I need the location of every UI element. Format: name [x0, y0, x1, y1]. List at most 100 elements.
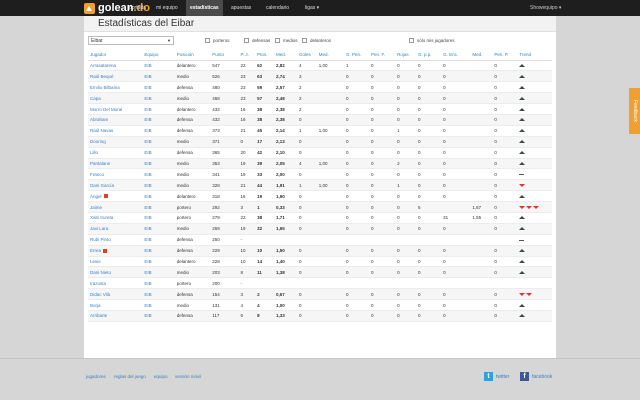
nav-portada[interactable]: portada [129, 5, 146, 11]
team-code[interactable]: EIB [142, 288, 175, 301]
player-name[interactable]: Borja [88, 299, 143, 311]
team-code[interactable]: EIB [142, 103, 175, 115]
table-row[interactable]: Irazusta EIB portero 200 - [88, 277, 552, 290]
team-code[interactable]: EIB [142, 190, 175, 203]
column-header[interactable]: Med. [470, 50, 493, 61]
player-name[interactable]: Emilio Bilbaína [88, 81, 143, 94]
player-name[interactable]: Lexie [88, 256, 143, 268]
table-row[interactable]: Lexie EIB delantero 228 10 14 1,40 0 0 0 0 0 0 0 [88, 256, 552, 268]
table-row[interactable]: Raúl Navas EIB defensa 373 21 45 2,14 1 1,00 0 0 1 0… [88, 125, 552, 137]
table-row[interactable]: Xabi Irureta EIB portero 279 22 38 1,71 0 0 0 0 0 31… [88, 212, 552, 224]
team-code[interactable]: EIB [142, 256, 175, 268]
team-code[interactable]: EIB [142, 234, 175, 246]
team-code[interactable]: EIB [142, 92, 175, 105]
player-name[interactable]: Raúl Bequé [88, 70, 143, 83]
table-row[interactable]: Dooring EIB medio 371 0 17 2,13 0 0 0 0 0 0 0 [88, 136, 552, 148]
column-header[interactable]: G. Pen. [343, 50, 370, 61]
column-header[interactable]: Trend [517, 50, 552, 61]
team-code[interactable]: EIB [142, 147, 175, 159]
table-row[interactable]: Dani Nieto EIB medio 203 8 11 1,38 0 0 0 0 0 0 0 [88, 266, 552, 279]
player-name[interactable]: Franco [88, 168, 143, 181]
logo[interactable]: golean.do [84, 2, 150, 14]
column-header[interactable]: Pen. F. [369, 50, 396, 61]
team-select[interactable]: Eibar ▼ [88, 36, 174, 45]
team-code[interactable]: EIB [142, 245, 175, 257]
filter-medios[interactable]: medios [275, 37, 298, 44]
nav-apuestas[interactable]: apuestas [231, 5, 252, 11]
table-row[interactable]: Lillo EIB defensa 365 20 42 2,10 0 0 0 0 0 0 0 [88, 147, 552, 159]
player-name[interactable]: Abraham [88, 114, 143, 126]
checkbox[interactable] [205, 38, 210, 43]
team-code[interactable]: EIB [142, 60, 175, 72]
column-header[interactable]: Pen. P. [492, 50, 518, 61]
team-code[interactable]: EIB [142, 168, 175, 181]
table-row[interactable]: Franco EIB medio 341 19 33 2,00 0 0 0 0 0 0 0 [88, 168, 552, 181]
player-name[interactable]: Raúl Navas [88, 125, 143, 137]
column-header[interactable]: Med. [316, 50, 344, 61]
column-header[interactable]: Equipo [142, 50, 175, 61]
column-header[interactable]: Posición [174, 50, 211, 61]
team-code[interactable]: EIB [142, 81, 175, 94]
table-row[interactable]: Morro Del Moral EIB delantero 432 16 38 2,38 2 0… [88, 103, 552, 115]
table-row[interactable]: Capa EIB medio 458 23 57 2,48 2 0 0 0 0 0 0 [88, 92, 552, 105]
player-name[interactable]: Dani García [88, 179, 143, 192]
table-row[interactable]: Raúl Bequé EIB medio 526 23 63 2,74 3 0 0 0 0 0 0 [88, 70, 552, 83]
twitter-link[interactable]: t twitter [484, 372, 509, 381]
column-header[interactable]: G. p.p. [416, 50, 442, 61]
player-name[interactable]: Arribarte [88, 310, 143, 322]
footer-link-version-movil[interactable]: versión móvil [175, 374, 202, 379]
player-name[interactable]: Pantalane [88, 158, 143, 170]
team-code[interactable]: EIB [142, 114, 175, 126]
nav-ligas[interactable]: ligas ▾ [305, 5, 320, 11]
table-row[interactable]: Rubi Pinto EIB defensa 250 - [88, 234, 552, 246]
player-name[interactable]: Capa [88, 92, 143, 105]
team-code[interactable]: EIB [142, 158, 175, 170]
table-row[interactable]: Arribarte EIB defensa 117 6 8 1,33 0 0 0 0 0 0 0 [88, 310, 552, 322]
nav-mi-equipo[interactable]: mi equipo [156, 5, 178, 11]
checkbox[interactable] [275, 38, 280, 43]
table-row[interactable]: Abraham EIB defensa 432 16 38 2,38 0 0 0 0 0 0 0 [88, 114, 552, 126]
team-code[interactable]: EIB [142, 310, 175, 322]
player-name[interactable]: Dooring [88, 136, 143, 148]
team-code[interactable]: EIB [142, 299, 175, 311]
column-header[interactable]: Jugador [88, 50, 143, 61]
table-row[interactable]: Pantalane EIB medio 353 19 39 2,05 4 1,00 0 0 2 0 0 0 [88, 158, 552, 170]
table-row[interactable]: Ángel EIB delantero 318 16 19 1,90 0 0 0 0 0 0 0 [88, 190, 552, 203]
player-name[interactable]: Javi Lara [88, 223, 143, 235]
checkbox[interactable] [244, 38, 249, 43]
filter-solo-mis-jugadores[interactable]: sólo mis jugadores [409, 37, 455, 44]
facebook-link[interactable]: f facebook [520, 372, 552, 381]
player-name[interactable]: Errea [88, 245, 143, 257]
team-code[interactable]: EIB [142, 179, 175, 192]
table-row[interactable]: Emilio Bilbaína EIB defensa 480 23 59 2,57 2 0 0 0… [88, 81, 552, 94]
player-name[interactable]: Xabi Irureta [88, 212, 143, 224]
player-name[interactable]: Irazusta [88, 277, 143, 290]
feedback-tab[interactable]: Feedback [629, 88, 640, 134]
team-code[interactable]: EIB [142, 136, 175, 148]
team-code[interactable]: EIB [142, 212, 175, 224]
footer-link-reglas[interactable]: reglas del juego [114, 374, 146, 379]
player-name[interactable]: Arrasatarena [88, 60, 143, 72]
user-menu[interactable]: Showequipo ▾ [530, 5, 562, 11]
column-header[interactable]: G. Enc. [441, 50, 471, 61]
player-name[interactable]: Dani Nieto [88, 266, 143, 279]
filter-delanteros[interactable]: delanteros [302, 37, 331, 44]
table-row[interactable]: Dani García EIB medio 328 21 44 1,91 1 1,00 0 0 1 0 0… [88, 179, 552, 192]
column-header[interactable]: Rojas [395, 50, 417, 61]
team-code[interactable]: EIB [142, 201, 175, 213]
column-header[interactable]: Punto [210, 50, 239, 61]
table-row[interactable]: Jaime EIB portero 292 3 1 0,33 0 0 0 0 5 1,67 0 [88, 201, 552, 213]
column-header[interactable]: Goles [296, 50, 317, 61]
team-code[interactable]: EIB [142, 125, 175, 137]
table-row[interactable]: Arrasatarena EIB delantero 547 22 62 2,82 4 1,00… [88, 60, 552, 72]
column-header[interactable]: P. J. [238, 50, 256, 61]
filter-defensas[interactable]: defensas [244, 37, 270, 44]
filter-porteros[interactable]: porteros [205, 37, 230, 44]
checkbox[interactable] [409, 38, 414, 43]
table-row[interactable]: Javi Lara EIB medio 269 19 32 1,65 0 0 0 0 0 0 0 [88, 223, 552, 235]
team-code[interactable]: EIB [142, 223, 175, 235]
team-code[interactable]: EIB [142, 266, 175, 279]
column-header[interactable]: Ptos. [255, 50, 274, 61]
team-code[interactable]: EIB [142, 277, 175, 290]
column-header[interactable]: Med. [273, 50, 297, 61]
